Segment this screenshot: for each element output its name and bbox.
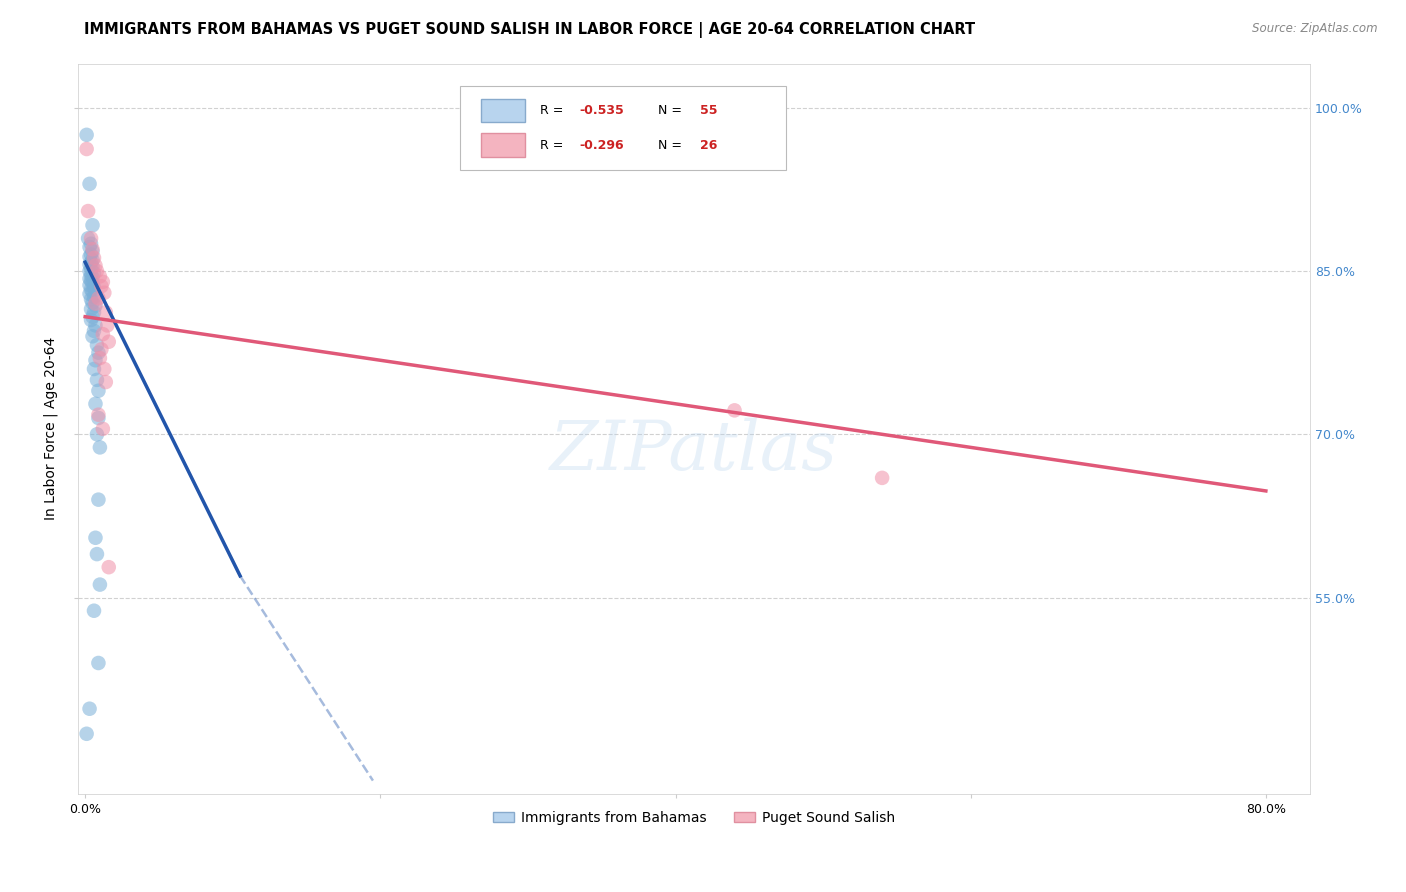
Point	[84, 397, 107, 411]
Point	[79, 286, 101, 301]
Point	[89, 577, 111, 591]
Point	[86, 264, 108, 278]
Point	[82, 310, 104, 324]
Point	[83, 290, 105, 304]
Point	[90, 279, 112, 293]
Point	[87, 656, 110, 670]
Point	[93, 285, 115, 300]
Y-axis label: In Labor Force | Age 20-64: In Labor Force | Age 20-64	[44, 337, 58, 521]
Point	[84, 259, 107, 273]
Point	[87, 408, 110, 422]
Point	[87, 384, 110, 398]
Point	[89, 441, 111, 455]
Point	[80, 274, 103, 288]
Point	[83, 604, 105, 618]
Point	[80, 313, 103, 327]
Point	[82, 242, 104, 256]
Point	[93, 362, 115, 376]
Point	[89, 351, 111, 365]
Point	[80, 261, 103, 276]
Point	[97, 334, 120, 349]
Point	[97, 560, 120, 574]
Point	[79, 240, 101, 254]
Text: 55: 55	[700, 104, 717, 117]
Point	[79, 257, 101, 271]
Point	[83, 305, 105, 319]
Point	[86, 427, 108, 442]
Text: R =: R =	[540, 104, 567, 117]
Point	[82, 285, 104, 299]
Point	[79, 250, 101, 264]
Point	[76, 128, 98, 142]
Point	[83, 324, 105, 338]
Point	[80, 293, 103, 307]
Point	[80, 268, 103, 283]
Point	[84, 296, 107, 310]
Point	[76, 142, 98, 156]
Point	[79, 271, 101, 285]
Text: N =: N =	[658, 104, 686, 117]
Point	[89, 269, 111, 284]
Point	[82, 329, 104, 343]
Bar	[481, 99, 524, 122]
Text: Source: ZipAtlas.com: Source: ZipAtlas.com	[1253, 22, 1378, 36]
Point	[84, 299, 107, 313]
Point	[80, 302, 103, 317]
Point	[80, 236, 103, 251]
Bar	[481, 134, 524, 157]
Point	[723, 403, 745, 417]
Point	[84, 318, 107, 333]
Point	[77, 231, 100, 245]
Text: N =: N =	[658, 138, 686, 152]
Point	[83, 266, 105, 280]
Point	[83, 280, 105, 294]
Point	[79, 264, 101, 278]
Point	[87, 492, 110, 507]
Point	[83, 251, 105, 265]
Point	[80, 255, 103, 269]
Point	[83, 362, 105, 376]
Point	[870, 471, 893, 485]
Point	[84, 353, 107, 368]
Point	[80, 231, 103, 245]
Text: 26: 26	[700, 138, 717, 152]
Text: -0.535: -0.535	[579, 104, 624, 117]
Point	[94, 305, 117, 319]
Point	[91, 275, 114, 289]
Text: ZIPatlas: ZIPatlas	[550, 417, 838, 484]
Text: -0.296: -0.296	[579, 138, 624, 152]
Point	[96, 318, 118, 333]
Point	[82, 270, 104, 285]
Point	[86, 338, 108, 352]
Point	[82, 260, 104, 274]
Point	[82, 253, 104, 268]
Point	[82, 295, 104, 310]
Point	[79, 702, 101, 716]
Point	[90, 343, 112, 357]
Point	[77, 204, 100, 219]
Point	[82, 244, 104, 259]
Point	[86, 547, 108, 561]
FancyBboxPatch shape	[460, 86, 786, 169]
Point	[86, 373, 108, 387]
Point	[79, 278, 101, 293]
Text: IMMIGRANTS FROM BAHAMAS VS PUGET SOUND SALISH IN LABOR FORCE | AGE 20-64 CORRELA: IMMIGRANTS FROM BAHAMAS VS PUGET SOUND S…	[84, 22, 976, 38]
Point	[87, 345, 110, 359]
Point	[91, 327, 114, 342]
Point	[87, 291, 110, 305]
Point	[80, 283, 103, 297]
Text: R =: R =	[540, 138, 567, 152]
Point	[91, 422, 114, 436]
Point	[84, 531, 107, 545]
Point	[82, 276, 104, 290]
Point	[76, 727, 98, 741]
Point	[87, 411, 110, 425]
Legend: Immigrants from Bahamas, Puget Sound Salish: Immigrants from Bahamas, Puget Sound Sal…	[488, 805, 901, 830]
Point	[82, 218, 104, 232]
Point	[79, 177, 101, 191]
Point	[94, 375, 117, 389]
Point	[80, 247, 103, 261]
